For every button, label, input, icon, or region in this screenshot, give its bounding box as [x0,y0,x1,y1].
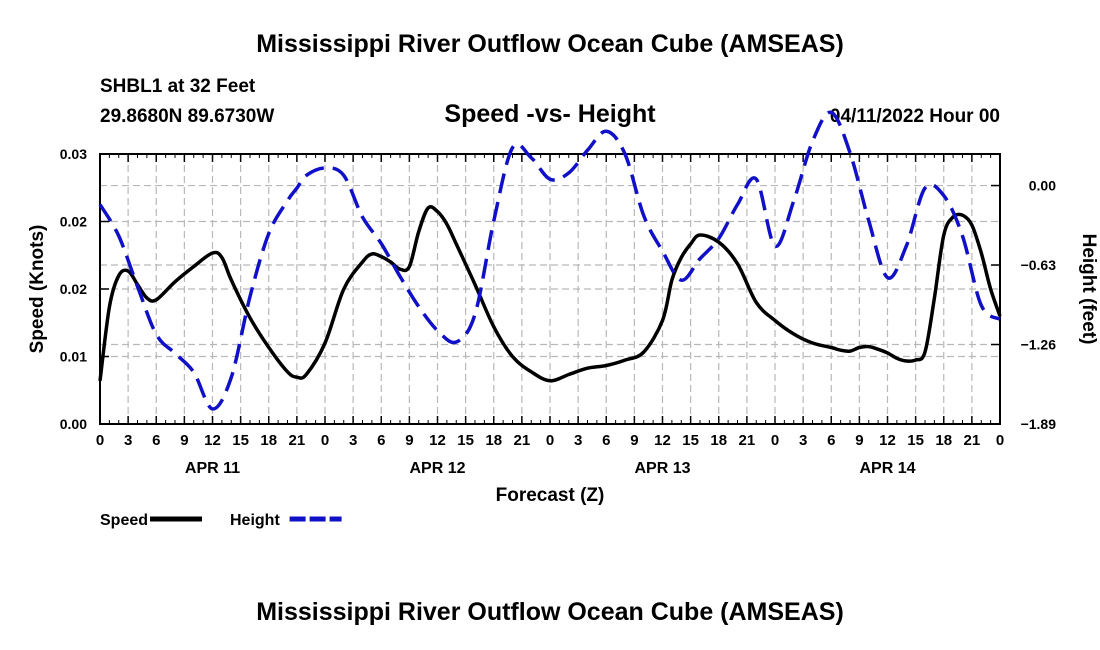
x-tick-label: 0 [96,432,104,449]
x-tick-label: 3 [349,432,357,449]
chart-title: Mississippi River Outflow Ocean Cube (AM… [256,30,844,58]
day-label: APR 13 [634,460,690,477]
y-tick-label: 0.02 [60,281,87,297]
day-label: APR 14 [859,460,915,477]
x-tick-label: 21 [964,432,981,449]
x-tick-label: 0 [546,432,554,449]
x-tick-label: 6 [152,432,160,449]
x-tick-label: 3 [124,432,132,449]
x-tick-label: 0 [771,432,779,449]
footer-title: Mississippi River Outflow Ocean Cube (AM… [256,598,844,626]
x-tick-label: 18 [935,432,952,449]
x-tick-label: 18 [260,432,277,449]
x-tick-label: 0 [996,432,1004,449]
forecast-datetime: 04/11/2022 Hour 00 [829,106,1000,127]
chart-subtitle: Speed -vs- Height [444,100,656,128]
day-label: APR 12 [409,460,465,477]
x-tick-label: 18 [485,432,502,449]
station-label: SHBL1 at 32 Feet [100,76,256,97]
y-tick-label: 0.01 [60,349,87,365]
x-axis-title: Forecast (Z) [496,485,605,506]
x-tick-label: 9 [630,432,638,449]
day-label: APR 11 [185,460,240,477]
x-tick-label: 9 [180,432,188,449]
coordinates-label: 29.8680N 89.6730W [100,106,275,127]
y-tick-label: 0.02 [60,214,87,230]
x-tick-label: 6 [602,432,610,449]
legend-label-height: Height [230,512,280,529]
height-series-line [98,110,1002,411]
y2-axis-title: Height (feet) [1078,234,1099,345]
y-tick-label: 0.00 [60,416,87,432]
x-tick-label: 18 [710,432,727,449]
x-tick-label: 9 [405,432,413,449]
y-tick-label: 0.03 [60,146,87,162]
x-tick-label: 15 [907,432,924,449]
x-tick-label: 6 [377,432,385,449]
x-tick-label: 12 [204,432,221,449]
x-tick-label: 9 [855,432,863,449]
y2-tick-label: −1.89 [1021,416,1057,432]
x-tick-label: 15 [682,432,699,449]
speed-series-line [98,205,1002,383]
x-tick-label: 21 [289,432,306,449]
x-tick-label: 15 [232,432,249,449]
y2-tick-label: 0.00 [1029,178,1056,194]
legend-label-speed: Speed [100,512,148,529]
x-tick-label: 15 [457,432,474,449]
x-tick-label: 12 [654,432,671,449]
x-tick-label: 12 [429,432,446,449]
y-axis-title: Speed (Knots) [27,225,48,354]
x-tick-label: 21 [739,432,756,449]
x-tick-label: 21 [514,432,531,449]
speed-height-chart: 0 3 6 9 12 15 18 21 0 3 6 9 12 15 18 21 0 3 6 9 12 15 18 21 0 3 6 9… [27,110,1099,529]
y2-tick-label: −0.63 [1021,257,1057,273]
y2-tick-label: −1.26 [1021,337,1057,353]
x-tick-label: 0 [321,432,329,449]
x-tick-label: 12 [879,432,896,449]
x-tick-label: 3 [574,432,582,449]
x-tick-label: 6 [827,432,835,449]
x-tick-label: 3 [799,432,807,449]
